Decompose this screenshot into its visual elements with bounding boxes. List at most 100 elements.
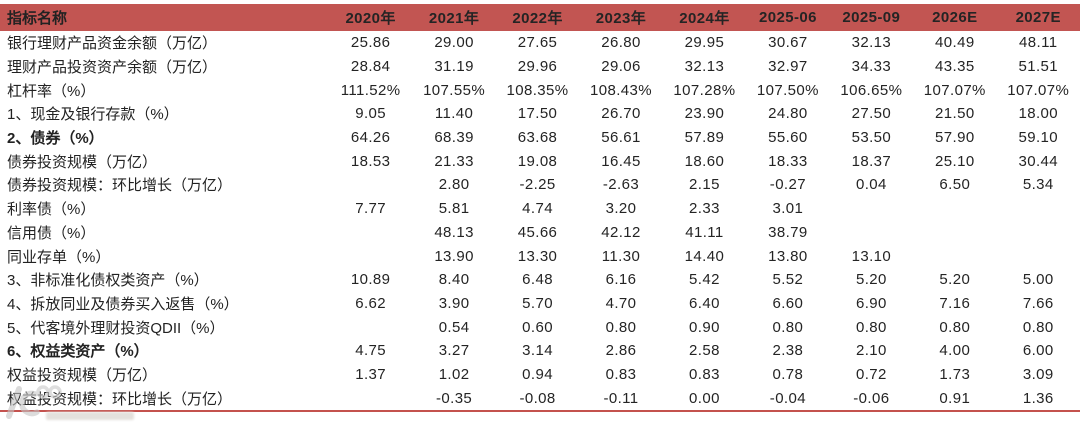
value-cell: 57.89 [684, 129, 725, 147]
value-cell: 0.83 [689, 365, 720, 383]
value-cell: 9.05 [355, 105, 387, 123]
value-cell: 48.13 [434, 223, 474, 241]
column-header-period: 2025-06 [758, 9, 817, 26]
value-cell: 21.50 [935, 105, 975, 123]
value-cell: 0.80 [939, 318, 971, 336]
value-cell: 32.13 [851, 34, 892, 52]
table-row: 银行理财产品资金余额（万亿） 25.86 29.00 27.65 26.80 29.95 3… [0, 31, 1080, 55]
value-cell: 18.00 [1018, 105, 1059, 123]
value-cell: 0.83 [605, 365, 637, 383]
value-cell: -0.04 [769, 389, 806, 407]
value-cell: 31.19 [434, 58, 474, 76]
value-cell: 2.38 [772, 342, 804, 360]
table-row: 债券投资规模（万亿） 18.53 21.33 19.08 16.45 18.60 18.33… [0, 149, 1080, 173]
value-cell: 107.28% [673, 81, 736, 99]
column-header-period: 2027E [1015, 9, 1061, 26]
value-cell: -0.08 [519, 389, 556, 407]
value-cell: 28.84 [350, 58, 391, 76]
value-cell: 5.42 [689, 271, 720, 289]
value-cell: 6.60 [772, 294, 804, 312]
row-label: 信用债（%） [7, 224, 96, 242]
value-cell: 6.16 [605, 271, 637, 289]
value-cell: 24.80 [768, 105, 808, 123]
value-cell: 17.50 [517, 105, 558, 123]
value-cell: 2.58 [689, 342, 720, 360]
value-cell: 38.79 [768, 223, 808, 241]
value-cell: 107.07% [1007, 81, 1070, 99]
value-cell: -0.11 [603, 389, 639, 407]
value-cell: 43.35 [935, 58, 975, 76]
table-header-row: 指标名称 2020年 2021年 2022年 2023年 2024年 2025-06 2025… [0, 4, 1080, 31]
value-cell: 45.66 [517, 223, 558, 241]
value-cell: 25.86 [350, 34, 391, 52]
value-cell: 7.77 [355, 200, 387, 218]
value-cell: 18.53 [350, 152, 391, 170]
row-label: 2、债券（%） [7, 130, 104, 148]
value-cell: 2.15 [689, 176, 720, 194]
column-header-period: 2023年 [595, 10, 647, 27]
value-cell: 18.37 [851, 152, 892, 170]
value-cell: 0.04 [855, 176, 887, 194]
value-cell: 6.90 [855, 294, 887, 312]
table-row: 4、拆放同业及债券买入返售（%） 6.62 3.90 5.70 4.70 6.40 6.60… [0, 292, 1080, 316]
value-cell: 5.20 [855, 271, 887, 289]
value-cell: 16.45 [601, 152, 641, 170]
value-cell: 3.27 [438, 342, 470, 360]
row-label: 同业存单（%） [7, 248, 111, 266]
value-cell: -2.63 [602, 176, 640, 194]
value-cell: 106.65% [840, 81, 903, 99]
value-cell: 6.40 [689, 294, 720, 312]
value-cell: 0.91 [939, 389, 971, 407]
value-cell: 51.51 [1018, 58, 1059, 76]
value-cell: 13.10 [851, 247, 892, 265]
value-cell: 0.00 [689, 389, 720, 407]
value-cell: 4.74 [522, 200, 553, 218]
value-cell: 107.07% [923, 81, 986, 99]
value-cell: 108.35% [506, 81, 569, 99]
value-cell: 107.50% [756, 81, 819, 99]
column-header-period: 2026E [932, 9, 978, 26]
table-row: 5、代客境外理财投资QDII（%） 0.54 0.60 0.80 0.90 0.80 0.8… [0, 315, 1080, 339]
watermark-smudge [46, 412, 134, 420]
value-cell: 18.60 [684, 152, 725, 170]
row-label: 权益投资规模（万亿） [7, 366, 158, 384]
row-label: 3、非标准化债权类资产（%） [7, 272, 209, 290]
table-row: 6、权益类资产（%） 4.75 3.27 3.14 2.86 2.58 2.38 2.10 4.… [0, 339, 1080, 363]
value-cell: 55.60 [768, 129, 808, 147]
value-cell: 29.96 [517, 58, 558, 76]
table-row: 2、债券（%） 64.26 68.39 63.68 56.61 57.89 55.60 53.… [0, 126, 1080, 150]
value-cell: 11.30 [601, 247, 641, 265]
value-cell: 29.00 [434, 34, 474, 52]
row-label: 债券投资规模：环比增长（万亿） [7, 177, 233, 195]
value-cell: 63.68 [517, 129, 558, 147]
value-cell: 13.30 [517, 247, 558, 265]
value-cell: 30.44 [1018, 152, 1059, 170]
value-cell: 1.73 [939, 365, 971, 383]
value-cell: 27.65 [517, 34, 558, 52]
row-label: 银行理财产品资金余额（万亿） [7, 35, 218, 53]
value-cell: 0.80 [605, 318, 637, 336]
value-cell: 27.50 [851, 105, 892, 123]
value-cell: 0.90 [689, 318, 720, 336]
value-cell: 25.10 [935, 152, 975, 170]
value-cell: 6.00 [1022, 342, 1054, 360]
value-cell: 64.26 [350, 129, 391, 147]
value-cell: 0.80 [1022, 318, 1054, 336]
value-cell: 13.90 [434, 247, 474, 265]
value-cell: 7.16 [939, 294, 971, 312]
value-cell: 0.60 [522, 318, 553, 336]
value-cell: 5.70 [522, 294, 553, 312]
column-header-period: 2025-09 [842, 9, 901, 26]
table-row: 权益投资规模（万亿） 1.37 1.02 0.94 0.83 0.83 0.78 0.72 1.… [0, 363, 1080, 387]
value-cell: 21.33 [434, 152, 474, 170]
value-cell: 2.10 [855, 342, 887, 360]
value-cell: 3.20 [605, 200, 637, 218]
value-cell: 5.00 [1022, 271, 1054, 289]
value-cell: 40.49 [935, 34, 975, 52]
row-label: 5、代客境外理财投资QDII（%） [7, 319, 225, 337]
value-cell: 32.13 [684, 58, 725, 76]
column-header-period: 2022年 [512, 10, 563, 27]
table-row: 权益投资规模：环比增长（万亿） -0.35 -0.08 -0.11 0.00 -0.04 -… [0, 386, 1080, 410]
value-cell: 2.86 [605, 342, 637, 360]
value-cell: 0.78 [772, 365, 804, 383]
